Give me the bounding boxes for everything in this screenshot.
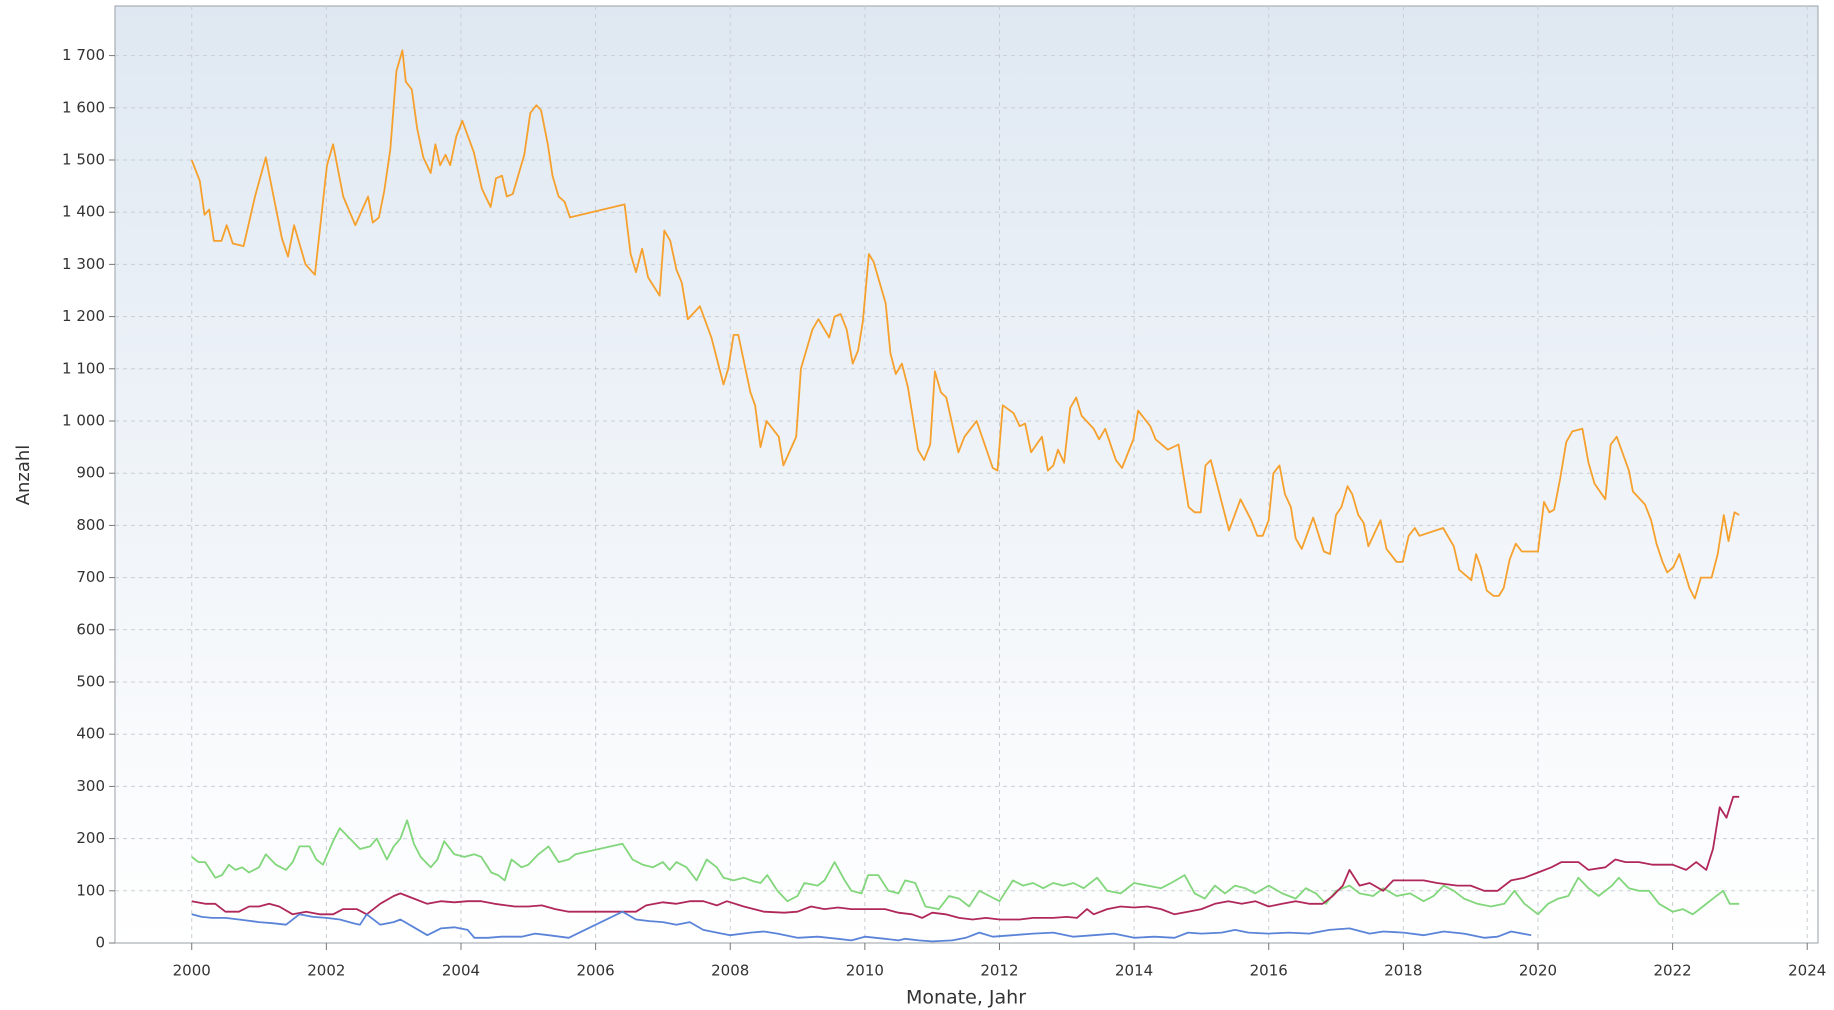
- x-tick-label: 2002: [307, 962, 345, 980]
- x-tick-label: 2006: [577, 962, 615, 980]
- x-tick-label: 2020: [1519, 962, 1557, 980]
- y-tick-label: 100: [76, 881, 105, 899]
- x-tick-label: 2022: [1654, 962, 1692, 980]
- x-tick-label: 2008: [711, 962, 749, 980]
- y-tick-label: 1 600: [62, 98, 105, 116]
- y-tick-label: 1 400: [62, 203, 105, 221]
- y-tick-label: 1 300: [62, 255, 105, 273]
- x-tick-label: 2012: [980, 962, 1018, 980]
- grid: 0 100 200 300 400 500 600 700 800 900 1 000 1 100 1 …: [62, 6, 1826, 980]
- y-tick-label: 300: [76, 777, 105, 795]
- y-axis-title: Anzahl: [13, 445, 34, 506]
- y-tick-label: 0: [95, 934, 105, 952]
- series-line: [191, 819, 1740, 916]
- y-tick-label: 1 200: [62, 307, 105, 325]
- y-tick-label: 1 700: [62, 46, 105, 64]
- series-line: [191, 795, 1740, 921]
- series-line: [190, 49, 1740, 600]
- y-tick-label: 700: [76, 568, 105, 586]
- x-tick-label: 2010: [846, 962, 884, 980]
- plot-area: [114, 5, 1819, 944]
- x-axis-title: Monate, Jahr: [906, 987, 1026, 1009]
- y-tick-label: 500: [76, 672, 105, 690]
- lines: [190, 49, 1740, 943]
- y-tick-label: 1 100: [62, 359, 105, 377]
- y-tick-label: 400: [76, 725, 105, 743]
- x-tick-label: 2024: [1788, 962, 1826, 980]
- series-line: [191, 910, 1532, 943]
- x-tick-label: 2018: [1384, 962, 1422, 980]
- x-tick-label: 2016: [1250, 962, 1288, 980]
- x-tick-label: 2014: [1115, 962, 1153, 980]
- x-tick-label: 2004: [442, 962, 480, 980]
- y-tick-label: 1 500: [62, 150, 105, 168]
- y-tick-label: 900: [76, 464, 105, 482]
- y-tick-label: 600: [76, 620, 105, 638]
- y-tick-label: 200: [76, 829, 105, 847]
- x-tick-label: 2000: [173, 962, 211, 980]
- y-tick-label: 800: [76, 516, 105, 534]
- y-tick-label: 1 000: [62, 411, 105, 429]
